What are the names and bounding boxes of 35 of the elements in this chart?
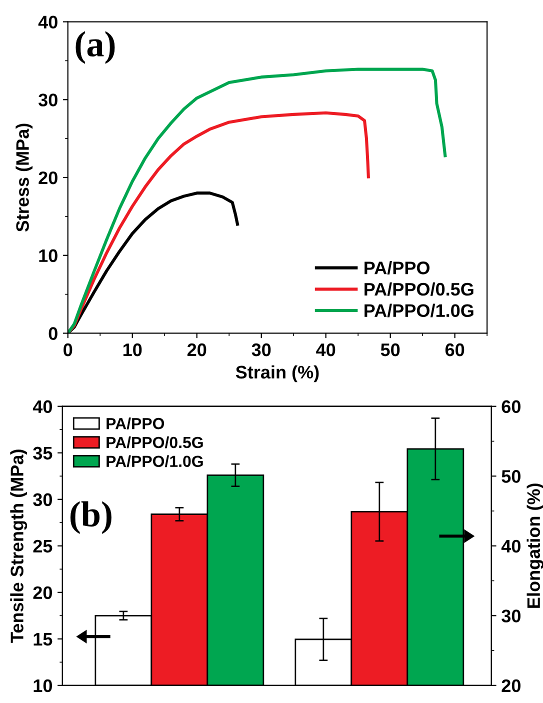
x-tick-label: 0 bbox=[64, 343, 72, 356]
y-tick-label: 20 bbox=[33, 586, 52, 600]
legend-label: PA/PPO/1.0G bbox=[106, 455, 203, 468]
y2-tick-label: 50 bbox=[502, 470, 520, 483]
y2-tick-label: 20 bbox=[502, 679, 520, 692]
x-tick-label: 20 bbox=[187, 343, 206, 356]
legend-label: PA/PPO/0.5G bbox=[106, 436, 203, 448]
y-tick-label: 10 bbox=[34, 679, 52, 692]
legend-label: PA/PPO bbox=[364, 261, 430, 275]
y-axis-title: Stress (MPa) bbox=[16, 124, 33, 232]
y2-tick-label: 60 bbox=[502, 400, 520, 414]
y-tick-label: 10 bbox=[39, 249, 58, 262]
x-tick-label: 30 bbox=[252, 343, 271, 356]
y-tick-label: 0 bbox=[48, 327, 58, 340]
y-tick-label: 20 bbox=[38, 171, 58, 184]
y2-tick-label: 40 bbox=[501, 540, 520, 553]
y2-tick-label: 30 bbox=[502, 610, 520, 622]
y-tick-label: 30 bbox=[38, 94, 58, 106]
y-tick-label: 40 bbox=[32, 400, 52, 414]
annotation: (b) bbox=[70, 501, 112, 534]
y-axis-title: Tensile Strength (MPa) bbox=[10, 450, 28, 643]
x-tick-label: 10 bbox=[123, 343, 142, 356]
y-tick-label: 30 bbox=[33, 493, 52, 506]
y-tick-label: 35 bbox=[33, 446, 52, 460]
y-tick-label: 40 bbox=[38, 16, 58, 29]
x-tick-label: 60 bbox=[445, 343, 464, 356]
x-tick-label: 50 bbox=[380, 343, 400, 356]
annotation: (a) bbox=[76, 31, 115, 64]
legend-label: PA/PPO bbox=[106, 418, 164, 430]
legend-label: PA/PPO/1.0G bbox=[364, 304, 474, 318]
legend-label: PA/PPO/0.5G bbox=[364, 282, 474, 296]
x-tick-label: 40 bbox=[316, 343, 336, 356]
y-tick-label: 25 bbox=[33, 540, 52, 553]
y-tick-label: 15 bbox=[34, 633, 52, 646]
x-axis-title: Strain (%) bbox=[236, 365, 319, 382]
